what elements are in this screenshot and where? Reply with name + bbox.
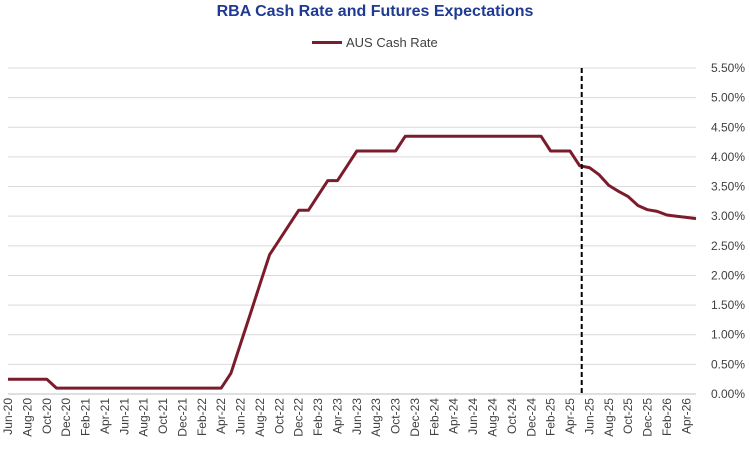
x-tick-label: Dec-25 bbox=[641, 398, 655, 437]
x-tick-label: Feb-26 bbox=[660, 398, 674, 436]
x-tick-label: Dec-24 bbox=[524, 398, 538, 437]
x-tick-label: Feb-25 bbox=[544, 398, 558, 436]
y-tick-label: 1.50% bbox=[711, 298, 745, 312]
x-tick-label: Jun-21 bbox=[117, 398, 131, 435]
x-tick-label: Oct-22 bbox=[272, 398, 286, 434]
x-tick-label: Apr-21 bbox=[98, 398, 112, 434]
x-tick-label: Dec-23 bbox=[408, 398, 422, 437]
x-tick-label: Dec-20 bbox=[59, 398, 73, 437]
x-tick-label: Apr-26 bbox=[679, 398, 693, 434]
y-tick-label: 4.00% bbox=[711, 150, 745, 164]
y-tick-label: 2.00% bbox=[711, 268, 745, 282]
x-tick-label: Jun-22 bbox=[234, 398, 248, 435]
chart-title: RBA Cash Rate and Futures Expectations bbox=[216, 3, 534, 20]
legend-label-aus-cash-rate: AUS Cash Rate bbox=[346, 35, 438, 50]
x-tick-label: Aug-20 bbox=[20, 398, 34, 437]
x-tick-label: Feb-22 bbox=[195, 398, 209, 436]
x-tick-label: Apr-23 bbox=[330, 398, 344, 434]
y-tick-label: 4.50% bbox=[711, 120, 745, 134]
y-tick-label: 0.50% bbox=[711, 357, 745, 371]
x-tick-label: Aug-21 bbox=[137, 398, 151, 437]
x-tick-label: Dec-21 bbox=[175, 398, 189, 437]
x-tick-label: Feb-24 bbox=[427, 398, 441, 436]
x-tick-label: Apr-22 bbox=[214, 398, 228, 434]
x-tick-label: Aug-25 bbox=[602, 398, 616, 437]
y-tick-label: 0.00% bbox=[711, 387, 745, 401]
x-tick-label: Oct-23 bbox=[389, 398, 403, 434]
x-tick-label: Oct-25 bbox=[621, 398, 635, 434]
x-tick-label: Apr-25 bbox=[563, 398, 577, 434]
x-tick-label: Aug-22 bbox=[253, 398, 267, 437]
x-tick-label: Aug-23 bbox=[369, 398, 383, 437]
x-tick-label: Jun-23 bbox=[350, 398, 364, 435]
x-tick-label: Oct-20 bbox=[40, 398, 54, 434]
series-line-aus-cash-rate bbox=[8, 134, 697, 390]
y-tick-label: 3.00% bbox=[711, 209, 745, 223]
y-tick-label: 2.50% bbox=[711, 239, 745, 253]
y-tick-label: 5.50% bbox=[711, 61, 745, 75]
x-tick-label: Apr-24 bbox=[447, 398, 461, 434]
x-tick-label: Feb-21 bbox=[79, 398, 93, 436]
x-tick-label: Oct-24 bbox=[505, 398, 519, 434]
y-tick-label: 1.00% bbox=[711, 328, 745, 342]
x-tick-label: Aug-24 bbox=[486, 398, 500, 437]
x-tick-label: Jun-20 bbox=[1, 398, 15, 435]
x-tick-label: Feb-23 bbox=[311, 398, 325, 436]
chart-legend: AUS Cash Rate bbox=[312, 35, 438, 50]
x-tick-label: Dec-22 bbox=[292, 398, 306, 437]
y-tick-label: 5.00% bbox=[711, 91, 745, 105]
x-tick-label: Jun-25 bbox=[582, 398, 596, 435]
legend-swatch-aus-cash-rate bbox=[312, 41, 342, 44]
x-tick-label: Oct-21 bbox=[156, 398, 170, 434]
y-tick-label: 3.50% bbox=[711, 180, 745, 194]
x-tick-label: Jun-24 bbox=[466, 398, 480, 435]
